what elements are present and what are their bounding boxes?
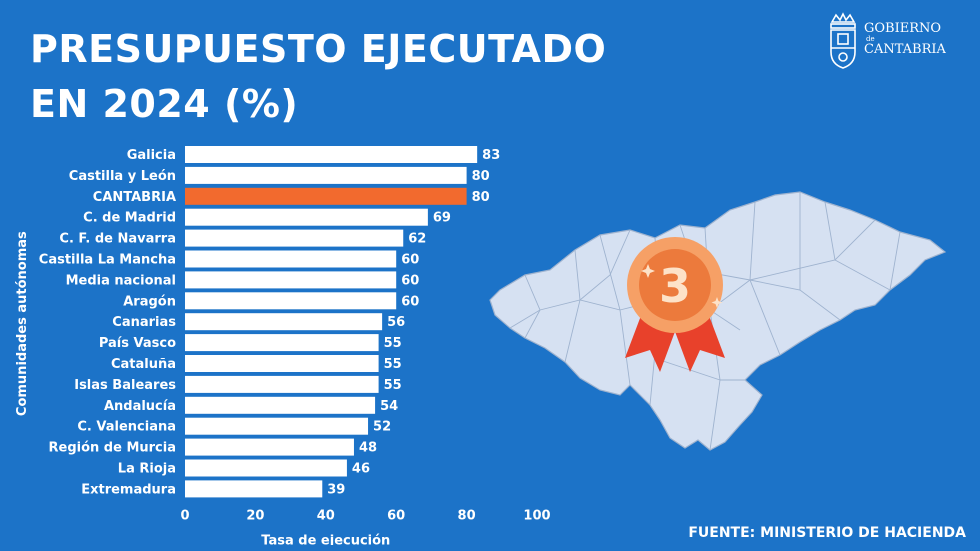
- x-tick-label: 60: [387, 508, 405, 523]
- bar: [185, 313, 383, 331]
- logo-text: GOBIERNO de CANTABRIA: [864, 22, 946, 57]
- x-tick-label: 80: [458, 508, 476, 523]
- title-line-2: EN 2024 (%): [30, 82, 299, 126]
- data-label: 60: [401, 273, 419, 288]
- data-label: 55: [384, 336, 402, 351]
- bar: [185, 459, 347, 477]
- x-tick-label: 100: [523, 508, 550, 523]
- bar: [185, 396, 376, 414]
- bar-chart: Galicia 83 Castilla y León 80 CANTABRIA 80 C. …: [15, 146, 551, 545]
- bar: [185, 417, 369, 435]
- category-label: Islas Baleares: [74, 378, 176, 393]
- category-label: Región de Murcia: [49, 441, 177, 456]
- gobierno-cantabria-logo: GOBIERNO de CANTABRIA: [826, 12, 966, 74]
- page-title: PRESUPUESTO EJECUTADO EN 2024 (%): [30, 22, 606, 132]
- category-label: Cataluña: [111, 357, 176, 372]
- data-label: 55: [384, 378, 402, 393]
- data-label: 80: [472, 169, 490, 184]
- category-label: Castilla y León: [69, 169, 176, 184]
- data-label: 46: [352, 462, 370, 477]
- bar: [185, 146, 478, 163]
- x-tick-label: 0: [180, 508, 189, 523]
- category-label: Media nacional: [66, 273, 176, 288]
- bar: [185, 208, 428, 226]
- cantabria-map: 3: [489, 191, 947, 451]
- category-label: País Vasco: [99, 336, 176, 351]
- source-note: FUENTE: MINISTERIO DE HACIENDA: [688, 525, 966, 541]
- bar: [185, 334, 379, 352]
- category-label: C. de Madrid: [83, 211, 176, 226]
- map-region: [489, 191, 947, 451]
- category-label: La Rioja: [118, 462, 176, 477]
- logo-de: de: [866, 35, 875, 43]
- data-label: 54: [380, 399, 398, 414]
- bar: [185, 187, 467, 205]
- badge-number: 3: [659, 259, 691, 313]
- y-axis-label: Comunidades autónomas: [15, 231, 30, 416]
- bar: [185, 229, 404, 247]
- data-label: 60: [401, 294, 419, 309]
- data-label: 80: [472, 190, 490, 205]
- data-label: 69: [433, 211, 451, 226]
- category-label: Extremadura: [81, 482, 176, 497]
- x-tick-label: 20: [246, 508, 264, 523]
- bar: [185, 292, 397, 310]
- badge-inner-circle: [639, 249, 711, 321]
- category-label: Canarias: [112, 315, 176, 330]
- sparkle-icon: [711, 297, 723, 308]
- title-line-1: PRESUPUESTO EJECUTADO: [30, 27, 607, 71]
- category-label: C. F. de Navarra: [59, 232, 176, 247]
- data-label: 83: [482, 148, 500, 163]
- data-label: 55: [384, 357, 402, 372]
- data-label: 48: [359, 441, 377, 456]
- data-label: 39: [327, 482, 345, 497]
- bar: [185, 250, 397, 268]
- data-label: 62: [408, 232, 426, 247]
- x-axis-label: Tasa de ejecución: [261, 533, 390, 545]
- bar: [185, 480, 323, 498]
- bar: [185, 355, 379, 372]
- logo-line-2: CANTABRIA: [864, 42, 946, 57]
- category-label: C. Valenciana: [77, 420, 176, 435]
- category-label: CANTABRIA: [93, 190, 176, 205]
- category-label: Andalucía: [104, 399, 176, 414]
- coat-of-arms-icon: [830, 12, 856, 69]
- data-label: 52: [373, 420, 391, 435]
- data-label: 56: [387, 315, 405, 330]
- bar: [185, 271, 397, 289]
- bar: [185, 438, 354, 456]
- logo-line-1: GOBIERNO: [864, 21, 942, 36]
- data-label: 60: [401, 253, 419, 268]
- category-label: Aragón: [123, 294, 176, 309]
- category-label: Castilla La Mancha: [39, 253, 176, 268]
- bar: [185, 375, 379, 393]
- ranking-badge: 3: [625, 237, 725, 372]
- bar: [185, 166, 467, 184]
- x-tick-label: 40: [317, 508, 335, 523]
- sparkle-icon: [641, 264, 655, 278]
- category-label: Galicia: [127, 148, 176, 163]
